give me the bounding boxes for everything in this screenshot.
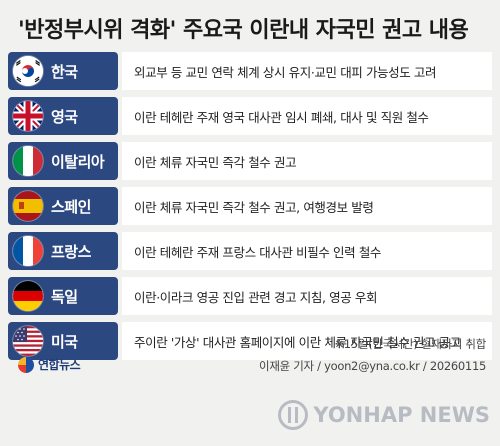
list-item: 스페인 이란 체류 자국민 즉각 철수 권고, 여행경보 발령 — [8, 187, 492, 225]
list-item: 독일 이란·이라크 영공 진입 관련 경고 지침, 영공 우회 — [8, 277, 492, 315]
list-item: 한국 외교부 등 교민 연락 체계 상시 유지·교민 대피 가능성도 고려 — [8, 52, 492, 90]
footnote: ※15일(한국시간) 현재까지 취합 — [334, 337, 486, 351]
advisory-text: 주이란 '가상' 대사관 홈페이지에 이란 체류 자국민 철수 권고 공고 — [122, 322, 492, 360]
byline: 이재윤 기자 / yoon2@yna.co.kr / 20260115 — [259, 359, 486, 373]
south-korea-flag-icon — [13, 56, 43, 86]
yonhap-logo-icon — [18, 356, 34, 373]
advisory-text: 이란·이라크 영공 진입 관련 경고 지침, 영공 우회 — [122, 277, 492, 315]
country-name: 이탈리아 — [51, 152, 105, 171]
yonhap-logo-text: 연합뉴스 — [38, 358, 81, 372]
advisory-text: 이란 테헤란 주재 영국 대사관 임시 폐쇄, 대사 및 직원 철수 — [122, 97, 492, 135]
list-item: 프랑스 이란 테헤란 주재 프랑스 대사관 비필수 인력 철수 — [8, 232, 492, 270]
country-label-box: 영국 — [8, 97, 118, 135]
list-item: 이탈리아 이란 체류 자국민 즉각 철수 권고 — [8, 142, 492, 180]
yonhap-logo: 연합뉴스 — [18, 356, 81, 373]
page-title: '반정부시위 격화' 주요국 이란내 자국민 권고 내용 — [18, 18, 469, 43]
uk-flag-icon — [13, 101, 43, 131]
country-label-box: 독일 — [8, 277, 118, 315]
germany-flag-icon — [13, 281, 43, 311]
advisory-text: 이란 체류 자국민 즉각 철수 권고 — [122, 142, 492, 180]
country-label-box: 프랑스 — [8, 232, 118, 270]
country-advisory-list: 한국 외교부 등 교민 연락 체계 상시 유지·교민 대피 가능성도 고려 영국… — [8, 52, 492, 367]
advisory-text: 외교부 등 교민 연락 체계 상시 유지·교민 대피 가능성도 고려 — [122, 52, 492, 90]
country-name: 스페인 — [51, 197, 91, 216]
advisory-text: 이란 테헤란 주재 프랑스 대사관 비필수 인력 철수 — [122, 232, 492, 270]
list-item: 미국 주이란 '가상' 대사관 홈페이지에 이란 체류 자국민 철수 권고 공고 — [8, 322, 492, 360]
country-label-box: 스페인 — [8, 187, 118, 225]
country-name: 독일 — [51, 287, 78, 306]
country-label-box: 미국 — [8, 322, 118, 360]
country-name: 미국 — [51, 332, 78, 351]
country-label-box: 이탈리아 — [8, 142, 118, 180]
country-name: 영국 — [51, 107, 78, 126]
country-name: 한국 — [51, 62, 78, 81]
advisory-text: 이란 체류 자국민 즉각 철수 권고, 여행경보 발령 — [122, 187, 492, 225]
yonhap-news-watermark: YONHAP NEWS — [278, 400, 490, 430]
list-item: 영국 이란 테헤란 주재 영국 대사관 임시 폐쇄, 대사 및 직원 철수 — [8, 97, 492, 135]
italy-flag-icon — [13, 146, 43, 176]
brand-name: YONHAP NEWS — [313, 403, 490, 427]
country-label-box: 한국 — [8, 52, 118, 90]
yonhap-emblem-icon — [278, 400, 309, 430]
usa-flag-icon — [13, 326, 43, 356]
france-flag-icon — [13, 236, 43, 266]
country-name: 프랑스 — [51, 242, 91, 261]
spain-flag-icon — [13, 191, 43, 221]
